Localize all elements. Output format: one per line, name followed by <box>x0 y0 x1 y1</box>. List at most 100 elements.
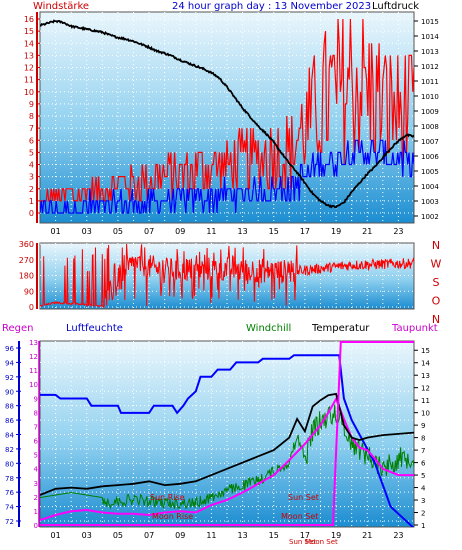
temperature-y-tick-label: 5 <box>421 472 425 480</box>
pressure-y-tick-label: 1013 <box>421 48 439 56</box>
humidity-y-tick-label: 94 <box>5 359 14 367</box>
bot-x-tick-label: 01 <box>50 531 60 540</box>
wind-y-tick-label: 5 <box>29 148 34 157</box>
humidity-legend: Luftfeuchte <box>66 323 123 334</box>
dewpoint-line <box>40 396 414 521</box>
moon-set-label: Moon Set <box>281 512 318 521</box>
wind-pressure-plot <box>40 18 414 214</box>
direction-y-tick-label: 180 <box>19 272 34 281</box>
humidity-y-tick-label: 76 <box>5 489 14 497</box>
pressure-y-tick-label: 1008 <box>421 123 439 131</box>
temperature-y-tick-label: 3 <box>421 497 425 505</box>
humidity-y-tick-label: 78 <box>5 475 14 483</box>
wind-y-tick-label: 16 <box>24 15 34 24</box>
bot-x-tick-label: 21 <box>362 531 372 540</box>
temperature-y-tick-label: 10 <box>421 410 430 418</box>
rain-y-tick-label: 11 <box>29 367 38 375</box>
wind-y-tick-label: 13 <box>24 51 34 60</box>
direction-y-tick-label: 0 <box>29 303 34 312</box>
temperature-y-tick-label: 6 <box>421 460 426 468</box>
bot-x-tick-label: 13 <box>237 531 247 540</box>
humidity-y-tick-label: 80 <box>5 460 14 468</box>
bot-x-tick-label: 03 <box>82 531 92 540</box>
pressure-y-tick-label: 1004 <box>421 183 439 191</box>
rain-y-tick-label: 9 <box>34 395 38 403</box>
bot-x-tick-label: 11 <box>206 531 216 540</box>
pressure-y-tick-label: 1014 <box>421 33 439 41</box>
pressure-y-tick-label: 1015 <box>421 18 439 26</box>
temperature-legend: Temperatur <box>311 323 370 334</box>
wind-y-tick-label: 9 <box>29 100 34 109</box>
rain-y-tick-label: 6 <box>34 438 39 446</box>
top-x-tick-label: 15 <box>269 227 279 236</box>
wind-direction-plot <box>40 243 414 308</box>
moon-rise-label: Moon Rise <box>152 512 193 521</box>
bot-x-tick-label: 09 <box>175 531 185 540</box>
rain-line <box>40 341 414 526</box>
top-x-tick-label: 09 <box>175 227 185 236</box>
humidity-y-tick-label: 88 <box>5 403 14 411</box>
top-x-tick-label: 21 <box>362 227 372 236</box>
pressure-y-tick-label: 1010 <box>421 93 439 101</box>
humidity-y-tick-label: 92 <box>5 374 14 382</box>
temperature-line <box>40 392 414 496</box>
rain-y-tick-label: 8 <box>34 409 38 417</box>
axes: 0123456789101112131415161002100310041005… <box>5 12 442 540</box>
wind-y-tick-label: 6 <box>29 136 34 145</box>
wind-y-tick-label: 10 <box>24 88 34 97</box>
humidity-y-tick-label: 72 <box>5 518 14 526</box>
gridlines <box>40 12 414 527</box>
wind-y-tick-label: 11 <box>24 76 34 85</box>
direction-compass-label: S <box>433 276 440 289</box>
temperature-y-tick-label: 1 <box>421 522 425 530</box>
pressure-y-tick-label: 1005 <box>421 168 439 176</box>
top-x-tick-label: 17 <box>300 227 310 236</box>
bot-x-tick-label: 07 <box>144 531 154 540</box>
temperature-y-tick-label: 11 <box>421 397 430 405</box>
pressure-axis-title: Luftdruck <box>372 1 419 12</box>
wind-y-tick-label: 3 <box>29 173 34 182</box>
rain-y-tick-label: 12 <box>29 353 38 361</box>
top-x-tick-label: 05 <box>113 227 123 236</box>
windchill-legend: Windchill <box>246 323 291 334</box>
wind-y-tick-label: 15 <box>24 27 34 36</box>
rain-y-tick-label: 2 <box>34 494 38 502</box>
dewpoint-legend: Taupunkt <box>391 323 438 334</box>
rain-y-tick-label: 0 <box>34 522 38 530</box>
top-x-tick-label: 07 <box>144 227 154 236</box>
direction-compass-label: N <box>432 239 440 252</box>
bot-x-tick-label: 17 <box>300 531 310 540</box>
temperature-y-tick-label: 14 <box>421 360 430 368</box>
top-x-tick-label: 19 <box>331 227 341 236</box>
direction-compass-label: W <box>431 258 442 271</box>
pressure-y-tick-label: 1009 <box>421 108 439 116</box>
sun-set-label: Sun Set <box>288 493 319 502</box>
pressure-y-tick-label: 1012 <box>421 63 439 71</box>
sun-set-axis-label: Sun Set <box>289 538 316 546</box>
wind-y-tick-label: 12 <box>24 64 34 73</box>
top-x-tick-label: 01 <box>50 227 60 236</box>
bot-x-tick-label: 23 <box>393 531 403 540</box>
direction-compass-label: N <box>432 313 440 326</box>
wind-y-tick-label: 14 <box>24 39 34 48</box>
wind-y-tick-label: 8 <box>29 112 34 121</box>
humidity-y-tick-label: 82 <box>5 446 14 454</box>
direction-compass-label: O <box>432 295 441 308</box>
bot-x-tick-label: 15 <box>269 531 279 540</box>
temperature-humidity-plot <box>40 341 414 527</box>
top-x-tick-label: 23 <box>393 227 403 236</box>
rain-y-tick-label: 7 <box>34 423 38 431</box>
direction-y-tick-label: 270 <box>19 256 34 265</box>
top-x-tick-label: 11 <box>206 227 216 236</box>
direction-y-tick-label: 360 <box>19 240 34 249</box>
direction-y-tick-label: 90 <box>24 287 34 296</box>
wind-y-tick-label: 7 <box>29 124 34 133</box>
wind-average-line <box>40 139 414 214</box>
bot-x-tick-label: 05 <box>113 531 123 540</box>
temperature-y-tick-label: 15 <box>421 347 430 355</box>
temperature-y-tick-label: 7 <box>421 447 425 455</box>
rain-y-tick-label: 3 <box>34 480 38 488</box>
wind-y-tick-label: 1 <box>29 197 34 206</box>
rain-y-tick-label: 10 <box>29 381 38 389</box>
